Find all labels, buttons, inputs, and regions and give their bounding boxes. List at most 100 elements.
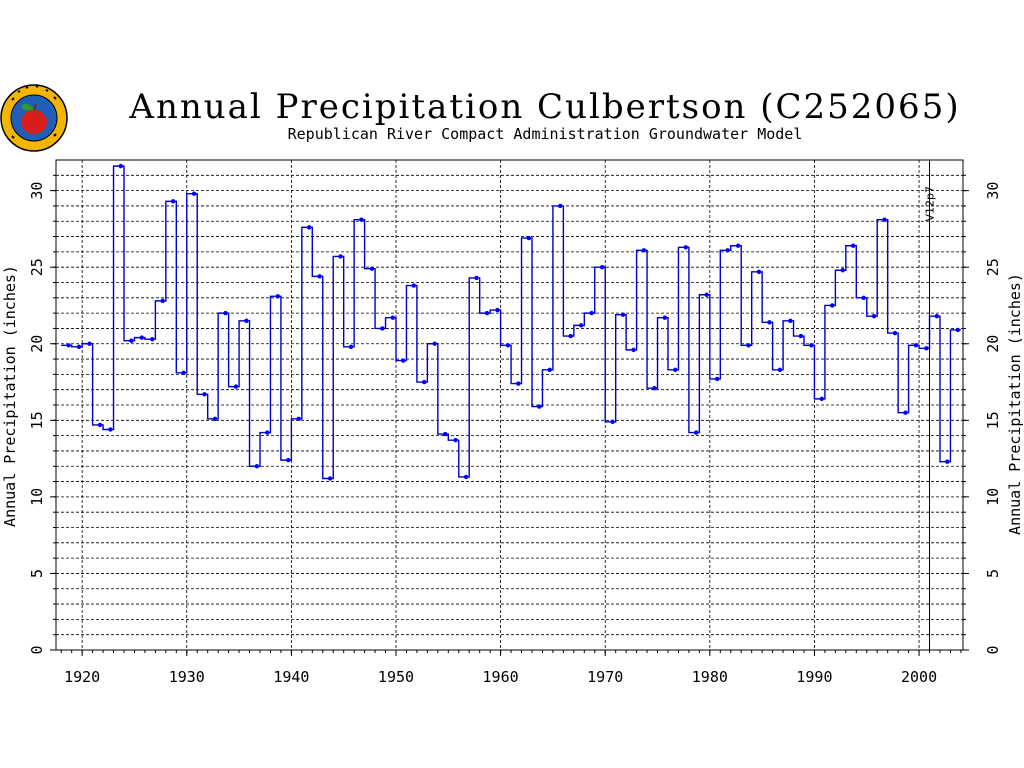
data-point [694, 430, 699, 435]
data-point [662, 315, 668, 320]
data-point [202, 392, 207, 397]
data-point [495, 307, 500, 313]
y-tick-label-right: 10 [984, 488, 1002, 506]
data-point [819, 396, 824, 402]
data-point [296, 416, 301, 421]
annotation-label: V12p7 [924, 186, 937, 222]
data-point [442, 431, 448, 437]
y-tick-label-right: 5 [984, 569, 1002, 578]
chart-title: Annual Precipitation Culbertson (C252065… [128, 87, 960, 127]
x-tick-label: 1960 [483, 668, 519, 686]
data-point [76, 344, 82, 350]
data-point [955, 327, 960, 333]
y-tick-label-right: 0 [984, 645, 1002, 654]
data-point [348, 344, 354, 350]
data-point [882, 217, 887, 222]
data-point [725, 248, 730, 253]
data-point [317, 274, 322, 279]
data-point [537, 404, 542, 409]
data-point [327, 476, 333, 481]
data-point [505, 343, 511, 348]
y-tick-label-right: 20 [984, 335, 1002, 353]
data-point [139, 335, 144, 340]
y-tick-label-left: 30 [28, 182, 46, 200]
data-point [401, 358, 406, 363]
plot-frame [55, 159, 964, 651]
data-point [871, 313, 877, 319]
data-point [369, 266, 375, 271]
data-point [97, 422, 103, 428]
data-point [129, 338, 134, 343]
leaf-icon [21, 103, 34, 111]
data-point [620, 312, 626, 317]
data-point [411, 283, 416, 288]
data-point [850, 243, 856, 248]
data-point [526, 235, 532, 241]
data-point [108, 427, 113, 432]
data-point [788, 318, 793, 323]
data-point [767, 320, 772, 325]
data-point [735, 243, 741, 248]
data-point [945, 459, 950, 464]
data-point [306, 225, 312, 230]
data-point [338, 254, 343, 259]
data-point [934, 313, 940, 319]
data-point [913, 343, 919, 348]
x-tick-label: 1920 [64, 668, 100, 686]
data-point [516, 381, 521, 386]
data-point [181, 370, 186, 376]
data-point [892, 330, 898, 336]
series-precipitation [61, 163, 961, 481]
data-point [578, 323, 584, 328]
y-tick-label-right: 30 [984, 182, 1002, 200]
data-point [390, 315, 396, 320]
data-point [150, 336, 155, 342]
data-point [809, 343, 814, 348]
data-point [191, 191, 197, 196]
x-tick-label: 1930 [169, 668, 205, 686]
data-point [265, 430, 270, 435]
y-tick-label-left: 25 [28, 258, 46, 276]
data-point [652, 385, 657, 391]
series-step-line [61, 165, 961, 480]
data-point [861, 295, 866, 301]
data-point [275, 294, 280, 299]
data-point [641, 248, 647, 253]
y-tick-label-right: 25 [984, 258, 1002, 276]
data-point [380, 326, 385, 331]
data-point [756, 269, 762, 274]
data-point [463, 474, 469, 480]
data-point [244, 318, 249, 323]
data-point [798, 333, 804, 339]
apple-seal-logo [0, 84, 68, 152]
data-point [840, 268, 845, 273]
y-tick-label-left: 20 [28, 335, 46, 353]
y-tick-label-left: 5 [28, 569, 46, 578]
data-point [610, 419, 615, 425]
data-point [558, 203, 563, 209]
data-point [714, 376, 720, 382]
data-point [599, 264, 605, 270]
data-point [830, 303, 835, 308]
data-point [254, 464, 260, 469]
logo-ring-text-ticks [11, 85, 57, 139]
y-axis-title-right: Annual Precipitation (inches) [1006, 273, 1024, 535]
data-point [547, 367, 552, 372]
data-point [233, 384, 239, 389]
data-point [223, 310, 228, 316]
y-tick-label-right: 15 [984, 411, 1002, 429]
data-point [704, 292, 709, 297]
y-tick-label-left: 15 [28, 411, 46, 429]
data-point [212, 416, 218, 421]
y-tick-label-left: 0 [28, 645, 46, 654]
grid-lines [56, 160, 963, 650]
data-point [359, 217, 364, 222]
x-tick-label: 1990 [796, 668, 832, 686]
chart-subtitle: Republican River Compact Administration … [288, 125, 803, 143]
data-point [170, 199, 176, 204]
x-tick-label: 1980 [692, 668, 728, 686]
data-point [118, 163, 124, 169]
data-point [924, 346, 929, 351]
apple-icon [21, 110, 47, 134]
